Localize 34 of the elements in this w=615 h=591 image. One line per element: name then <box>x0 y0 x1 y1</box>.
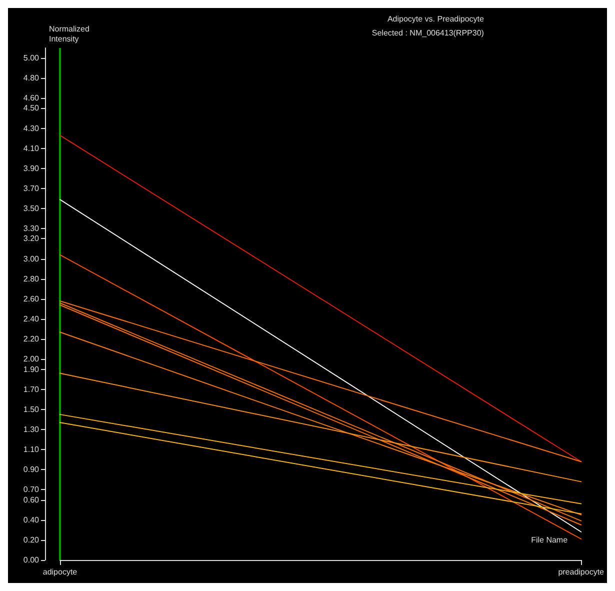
y-tick-label: 3.50 <box>23 204 40 214</box>
y-tick-label: 3.20 <box>23 234 40 244</box>
y-tick-label: 1.70 <box>23 384 40 394</box>
y-tick-label: 3.90 <box>23 164 40 173</box>
y-tick-label: 2.40 <box>23 314 40 324</box>
chart-title: Adipocyte vs. Preadipocyte <box>387 14 484 24</box>
y-tick-label: 0.20 <box>23 535 40 544</box>
y-tick-label: 0.60 <box>23 495 40 504</box>
y-tick-label: 0.70 <box>23 485 40 494</box>
chart-subtitle: Selected : NM_006413(RPP30) <box>372 28 484 38</box>
x-tick-label: adipocyte <box>42 568 78 576</box>
y-tick-label: 2.00 <box>23 354 40 364</box>
y-tick-label: 3.30 <box>23 224 40 234</box>
y-tick-label: 2.60 <box>23 294 40 304</box>
y-tick-label: 3.70 <box>23 184 40 194</box>
y-tick-label: 1.50 <box>23 404 40 414</box>
y-tick-label: 0.40 <box>23 515 40 524</box>
y-tick-label: 1.90 <box>23 364 40 374</box>
y-tick-label: 4.10 <box>23 144 40 153</box>
x-axis-title: File Name <box>531 536 568 544</box>
y-tick-label: 0.90 <box>23 465 40 474</box>
y-tick-label: 0.00 <box>23 556 40 564</box>
y-tick-label: 1.30 <box>23 424 40 434</box>
y-tick-label: 4.80 <box>23 74 40 83</box>
y-tick-label: 4.50 <box>23 104 40 113</box>
y-tick-label: 2.20 <box>23 334 40 344</box>
x-tick-label: preadipocyte <box>558 568 605 576</box>
y-axis-title: Normalized Intensity <box>49 24 90 44</box>
y-tick-label: 5.00 <box>23 54 40 63</box>
y-tick-label: 3.00 <box>23 254 40 264</box>
y-tick-label: 4.60 <box>23 94 40 103</box>
y-tick-label: 4.30 <box>23 124 40 133</box>
y-tick-label: 1.10 <box>23 445 40 454</box>
y-tick-label: 2.80 <box>23 274 40 284</box>
